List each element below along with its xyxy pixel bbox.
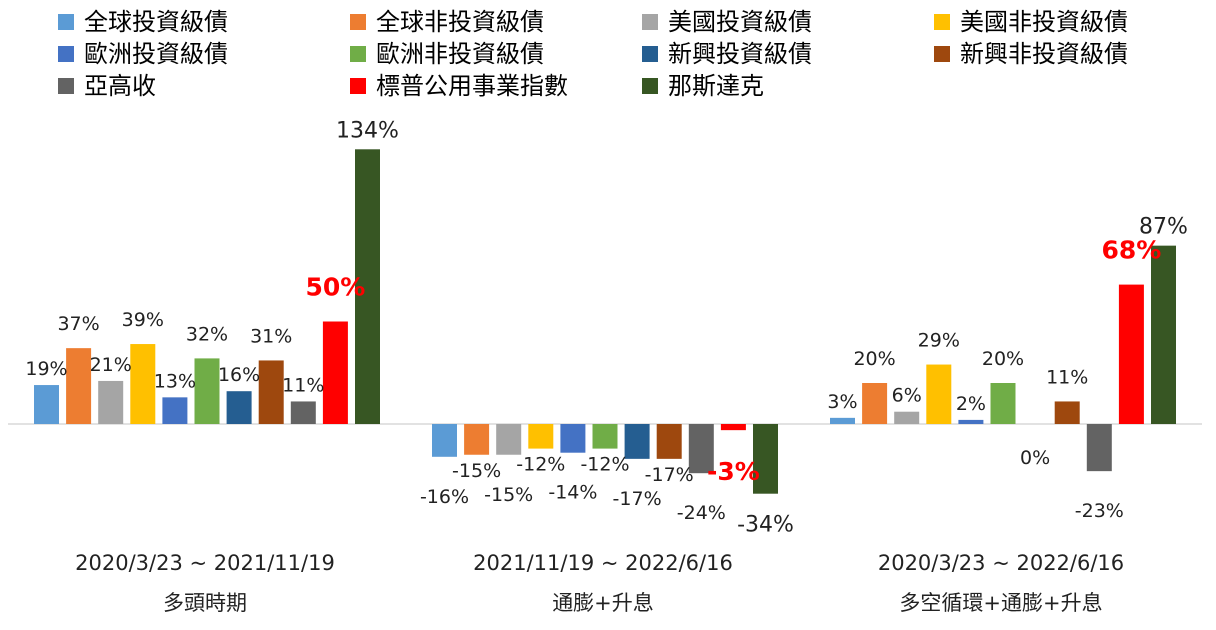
data-label: -3% (707, 457, 760, 486)
value-labels-layer: 19% 37% 21% 39% 13% 32% 16% 31% 11% 50% 134% -16% -1… (25, 118, 1188, 537)
legend-label: 歐洲非投資級債 (376, 40, 544, 68)
bar (624, 424, 650, 459)
bar (1086, 424, 1112, 472)
bar (290, 401, 316, 424)
legend-label: 全球投資級債 (84, 8, 228, 36)
data-label: -34% (737, 513, 794, 538)
data-label: 68% (1101, 236, 1161, 265)
bar (990, 383, 1016, 424)
legend-swatch (642, 46, 658, 62)
data-label: 37% (57, 313, 99, 335)
bar (355, 149, 380, 425)
data-label: 2% (956, 393, 986, 415)
data-label: 11% (282, 374, 324, 396)
bar (560, 424, 586, 453)
legend-label: 全球非投資級債 (376, 8, 544, 36)
bar (830, 417, 855, 424)
legend-swatch (350, 46, 366, 62)
legend-label: 那斯達克 (668, 72, 764, 100)
legend-label: 新興非投資級債 (960, 40, 1128, 68)
data-label: 50% (305, 273, 365, 302)
legend-label: 美國非投資級債 (960, 8, 1128, 36)
bar (720, 424, 746, 431)
bar (98, 380, 124, 424)
bar (130, 344, 156, 424)
category-name-label: 多空循環+通膨+升息 (899, 591, 1102, 615)
bar (322, 321, 348, 424)
data-label: 21% (90, 354, 132, 376)
bar (432, 424, 457, 457)
legend-swatch (934, 14, 950, 30)
bar (528, 424, 554, 449)
bar (592, 424, 618, 449)
bar (1151, 245, 1176, 424)
category-date-label: 2020/3/23 ~ 2021/11/19 (75, 551, 335, 575)
data-label: 13% (154, 370, 196, 392)
data-label: 3% (827, 391, 857, 413)
bar (894, 411, 920, 424)
data-label: -17% (613, 488, 662, 510)
category-labels: 2020/3/23 ~ 2021/11/19 多頭時期 2021/11/19 ~ 2… (75, 551, 1124, 615)
legend-swatch (642, 78, 658, 94)
data-label: -16% (420, 486, 469, 508)
legend-swatch (934, 46, 950, 62)
bar (34, 385, 59, 424)
legend-swatch (642, 14, 658, 30)
data-label: 16% (218, 364, 260, 386)
category-date-label: 2020/3/23 ~ 2022/6/16 (878, 551, 1124, 575)
legend-label: 美國投資級債 (668, 8, 812, 36)
data-label: 29% (918, 330, 960, 352)
data-label: 19% (25, 358, 67, 380)
legend-swatch (58, 14, 74, 30)
data-label: -24% (677, 502, 726, 524)
bar (862, 383, 888, 424)
data-label: 39% (122, 309, 164, 331)
data-label: 20% (982, 348, 1024, 370)
category-name-label: 多頭時期 (163, 591, 247, 615)
legend-swatch (350, 78, 366, 94)
bar (194, 358, 220, 424)
legend-swatch (350, 14, 366, 30)
legend-label: 新興投資級債 (668, 40, 812, 68)
bar (226, 391, 252, 424)
category-name-label: 通膨+升息 (552, 591, 654, 615)
legend-label: 歐洲投資級債 (84, 40, 228, 68)
data-label: 11% (1046, 366, 1088, 388)
data-label: -17% (645, 464, 694, 486)
bar (66, 348, 92, 424)
data-label: 31% (250, 325, 292, 347)
data-label: -15% (452, 460, 501, 482)
data-label: 6% (892, 385, 922, 407)
bar (162, 397, 188, 424)
data-label: 0% (1020, 447, 1050, 469)
category-date-label: 2021/11/19 ~ 2022/6/16 (473, 551, 733, 575)
bar (1054, 401, 1080, 424)
data-label: -23% (1075, 500, 1124, 522)
data-label: -14% (548, 482, 597, 504)
data-label: 87% (1139, 215, 1188, 240)
data-label: 20% (853, 348, 895, 370)
data-label: -12% (580, 454, 629, 476)
bar (958, 419, 984, 424)
bar (258, 360, 284, 424)
legend-swatch (58, 46, 74, 62)
bar (496, 424, 522, 455)
data-label: 134% (336, 118, 399, 143)
bar (656, 424, 682, 459)
bars-layer (34, 149, 1176, 494)
bar (688, 424, 714, 474)
bar (926, 364, 952, 424)
data-label: 32% (186, 323, 228, 345)
bar (1118, 284, 1144, 424)
bar (464, 424, 490, 455)
data-label: -12% (516, 454, 565, 476)
legend-swatch (58, 78, 74, 94)
bar (753, 424, 778, 494)
legend-label: 標普公用事業指數 (376, 72, 568, 100)
legend-label: 亞高收 (84, 72, 156, 100)
data-label: -15% (484, 484, 533, 506)
